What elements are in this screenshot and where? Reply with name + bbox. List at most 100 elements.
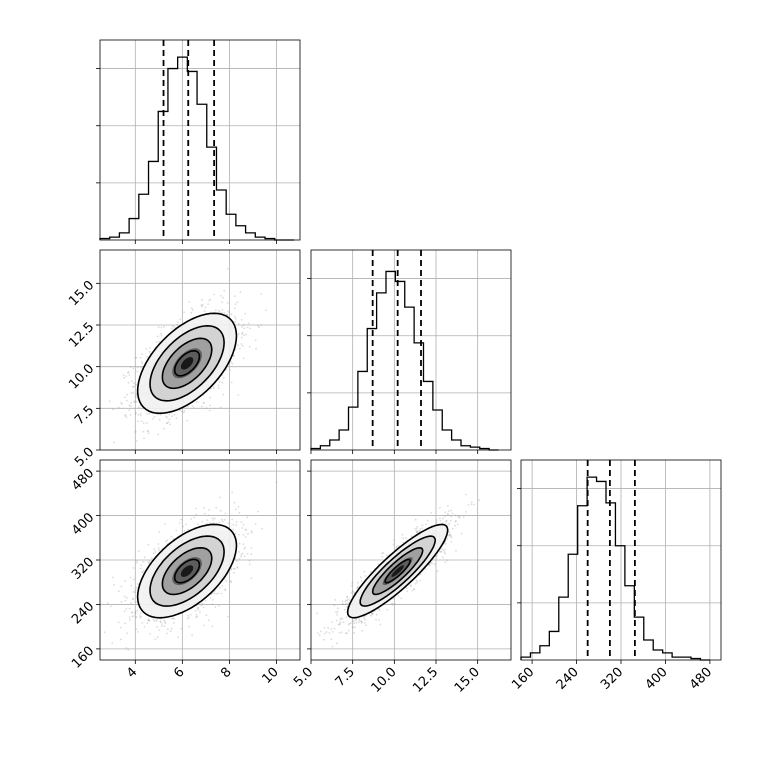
pair-2-1-sample-point <box>156 335 159 338</box>
pair-3-2-sample-point <box>365 624 367 627</box>
pair-3-1-sample-point <box>223 518 226 521</box>
pair-2-1-sample-point <box>134 356 137 359</box>
pair-3-1-sample-point <box>233 501 236 504</box>
pair-3-1-sample-point <box>225 580 228 583</box>
pair-3-1-sample-point <box>134 601 137 603</box>
pair-3-1-sample-point <box>134 616 137 619</box>
pair-3-2-sample-point <box>444 511 447 514</box>
hist-3-step-line <box>520 476 710 661</box>
pair-3-2-sample-point <box>436 570 439 573</box>
pair-3-1-sample-point <box>164 523 167 525</box>
pair-2-1-sample-point <box>230 381 233 384</box>
pair-3-2-sample-point <box>393 539 396 541</box>
pair-2-1-sample-point <box>129 414 132 416</box>
pair-3-1-sample-point <box>143 625 146 628</box>
pair-2-1-sample-point <box>209 396 212 399</box>
pair-3-1-sample-point <box>128 618 131 621</box>
pair-2-1-sample-point <box>173 414 176 416</box>
pair-3-2-sample-point <box>354 626 356 629</box>
pair-2-1-sample-point <box>243 327 246 330</box>
pair-3-2-sample-point <box>391 603 394 606</box>
pair-2-1-sample-point <box>124 413 127 416</box>
pair-3-1-sample-point <box>135 586 138 589</box>
pair-3-1-sample-point <box>195 507 198 510</box>
pair-3-2-sample-point <box>421 524 424 527</box>
pair-2-1-sample-point <box>147 430 150 432</box>
pair-3-2-sample-point <box>336 642 338 645</box>
pair-2-1-sample-point <box>145 422 148 424</box>
hist-3-frame <box>520 459 722 661</box>
pair-3-1-xtick-label-1: 6 <box>171 665 187 681</box>
pair-2-1-sample-point <box>222 376 225 379</box>
pair-3-1-sample-point <box>148 619 150 622</box>
pair-2-1-sample-point <box>138 406 140 409</box>
pair-2-1-ytick-label-2: 10.0 <box>66 361 97 392</box>
scatter-panel-param-3-vs-param-2: 5.0 7.5 10.0 12.5 15.0 <box>291 459 512 696</box>
pair-3-2-sample-point <box>319 630 322 633</box>
pair-3-2-sample-point <box>351 584 353 587</box>
pair-2-1-sample-point <box>191 309 194 311</box>
pair-2-1-sample-point <box>183 410 186 412</box>
pair-2-1-sample-point <box>212 387 215 390</box>
pair-2-1-sample-point <box>200 405 203 408</box>
pair-3-1-sample-point <box>230 580 232 582</box>
hist-1-frame <box>99 39 301 241</box>
hist-3-xtick-label-4: 480 <box>687 665 715 693</box>
pair-3-1-sample-point <box>164 621 167 623</box>
pair-2-1-contour-line-1 <box>161 337 213 390</box>
pair-2-1-sample-point <box>167 421 170 423</box>
pair-3-1-sample-point <box>131 615 134 618</box>
pair-3-2-sample-point <box>443 551 446 554</box>
pair-2-1-sample-point <box>220 294 222 297</box>
pair-2-1-sample-point <box>258 326 260 329</box>
pair-2-1-sample-point <box>146 430 149 433</box>
pair-3-1-sample-point <box>132 591 135 593</box>
pair-2-1-sample-point <box>127 371 130 373</box>
pair-2-1-sample-point <box>226 302 229 304</box>
pair-2-1-sample-point <box>140 366 142 369</box>
pair-2-1-sample-point <box>159 413 162 416</box>
pair-2-1-sample-point <box>131 380 133 383</box>
pair-2-1-sample-point <box>157 433 160 436</box>
pair-2-1-sample-point <box>247 322 250 325</box>
pair-2-1-sample-point <box>219 311 222 313</box>
pair-3-1-sample-point <box>227 522 230 525</box>
pair-3-2-sample-point <box>415 527 418 530</box>
pair-3-1-sample-point <box>132 578 135 581</box>
pair-3-1-sample-point <box>166 632 168 635</box>
pair-3-1-sample-point <box>201 602 204 605</box>
pair-2-1-sample-point <box>158 418 161 421</box>
pair-3-1-sample-point <box>228 580 231 583</box>
pair-2-1-sample-point <box>223 311 226 314</box>
pair-3-1-sample-point <box>196 615 198 618</box>
pair-3-1-sample-point <box>157 543 160 545</box>
pair-2-1-sample-point <box>225 313 228 316</box>
pair-3-2-sample-point <box>370 614 372 617</box>
pair-2-1-sample-point <box>139 412 142 415</box>
pair-2-1-sample-point <box>135 383 137 386</box>
pair-2-1-sample-point <box>176 323 179 326</box>
pair-3-1-sample-point <box>241 552 244 555</box>
pair-3-1-sample-point <box>132 567 135 569</box>
pair-3-2-sample-point <box>382 552 385 554</box>
pair-3-1-sample-point <box>231 491 234 494</box>
pair-3-1-sample-point <box>195 614 198 616</box>
pair-2-1-sample-point <box>132 391 135 394</box>
pair-3-1-sample-point <box>247 533 249 535</box>
pair-3-1-sample-point <box>136 609 139 612</box>
pair-3-2-sample-point <box>391 602 394 605</box>
pair-3-2-sample-point <box>361 629 364 632</box>
hist-3-xtick-label-1: 240 <box>554 665 582 693</box>
pair-2-1-sample-point <box>135 412 137 414</box>
pair-3-2-sample-point <box>347 602 350 604</box>
pair-3-1-sample-point <box>119 626 122 629</box>
pair-3-1-sample-point <box>103 631 106 634</box>
pair-3-2-sample-point <box>339 621 342 624</box>
pair-2-1-sample-point <box>201 298 203 301</box>
pair-3-2-sample-point <box>400 597 403 600</box>
pair-3-1-sample-point <box>230 581 233 584</box>
pair-3-1-sample-point <box>250 553 253 556</box>
pair-2-1-sample-point <box>241 331 244 334</box>
pair-2-1-sample-point <box>163 325 166 328</box>
